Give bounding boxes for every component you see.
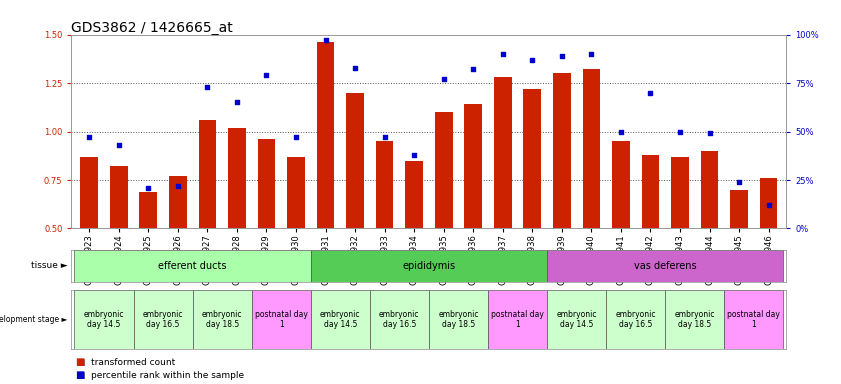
Text: ■: ■	[75, 370, 84, 380]
Bar	[75, 250, 311, 282]
Bar	[665, 290, 724, 349]
Bar	[759, 178, 777, 325]
Bar	[547, 290, 606, 349]
Bar	[228, 127, 246, 325]
Point	[201, 84, 214, 90]
Bar	[311, 290, 370, 349]
Text: postnatal day
1: postnatal day 1	[727, 310, 780, 329]
Bar	[701, 151, 718, 325]
Text: tissue ►: tissue ►	[30, 262, 67, 270]
Bar	[494, 77, 511, 325]
Text: embryonic
day 16.5: embryonic day 16.5	[616, 310, 656, 329]
Point	[260, 72, 273, 78]
Bar	[606, 290, 665, 349]
Text: embryonic
day 14.5: embryonic day 14.5	[84, 310, 124, 329]
Text: embryonic
day 16.5: embryonic day 16.5	[143, 310, 183, 329]
Bar	[671, 157, 689, 325]
Point	[407, 152, 420, 158]
Point	[230, 99, 244, 106]
Point	[82, 134, 96, 141]
Point	[526, 57, 539, 63]
Point	[112, 142, 125, 148]
Bar	[317, 42, 335, 325]
Text: postnatal day
1: postnatal day 1	[491, 310, 544, 329]
Text: ■: ■	[75, 357, 84, 367]
Point	[614, 129, 627, 135]
Point	[733, 179, 746, 185]
Bar	[523, 89, 541, 325]
Point	[467, 66, 480, 73]
Text: embryonic
day 14.5: embryonic day 14.5	[557, 310, 597, 329]
Point	[437, 76, 451, 82]
Point	[584, 51, 598, 57]
Bar	[370, 290, 429, 349]
Point	[762, 202, 775, 208]
Point	[348, 65, 362, 71]
Point	[643, 90, 657, 96]
Text: embryonic
day 18.5: embryonic day 18.5	[674, 310, 715, 329]
Bar	[81, 157, 98, 325]
Bar	[75, 290, 134, 349]
Bar	[464, 104, 482, 325]
Text: efferent ducts: efferent ducts	[158, 261, 227, 271]
Bar	[311, 250, 547, 282]
Point	[496, 51, 510, 57]
Bar	[583, 70, 600, 325]
Bar	[287, 157, 304, 325]
Text: ■  transformed count: ■ transformed count	[71, 358, 176, 367]
Text: GDS3862 / 1426665_at: GDS3862 / 1426665_at	[71, 21, 233, 35]
Text: postnatal day
1: postnatal day 1	[255, 310, 308, 329]
Bar	[612, 141, 630, 325]
Bar	[435, 112, 452, 325]
Text: vas deferens: vas deferens	[634, 261, 696, 271]
Bar	[405, 161, 423, 325]
Bar	[429, 290, 488, 349]
Bar	[257, 139, 275, 325]
Bar	[724, 290, 783, 349]
Bar	[642, 155, 659, 325]
Text: epididymis: epididymis	[402, 261, 456, 271]
Point	[555, 53, 569, 59]
Bar	[110, 166, 128, 325]
Bar	[376, 141, 394, 325]
Bar	[553, 73, 571, 325]
Point	[171, 183, 184, 189]
Point	[378, 134, 391, 141]
Text: ■  percentile rank within the sample: ■ percentile rank within the sample	[71, 371, 245, 380]
Point	[319, 37, 332, 43]
Point	[289, 134, 303, 141]
Bar	[251, 290, 311, 349]
Text: development stage ►: development stage ►	[0, 315, 67, 324]
Point	[674, 129, 687, 135]
Bar	[198, 120, 216, 325]
Text: embryonic
day 18.5: embryonic day 18.5	[438, 310, 479, 329]
Bar	[140, 192, 157, 325]
Text: embryonic
day 18.5: embryonic day 18.5	[202, 310, 242, 329]
Bar	[730, 190, 748, 325]
Bar	[134, 290, 193, 349]
Text: embryonic
day 14.5: embryonic day 14.5	[320, 310, 361, 329]
Point	[141, 185, 155, 191]
Bar	[547, 250, 783, 282]
Bar	[169, 176, 187, 325]
Bar	[346, 93, 364, 325]
Text: embryonic
day 16.5: embryonic day 16.5	[379, 310, 420, 329]
Bar	[488, 290, 547, 349]
Point	[703, 131, 717, 137]
Bar	[193, 290, 251, 349]
